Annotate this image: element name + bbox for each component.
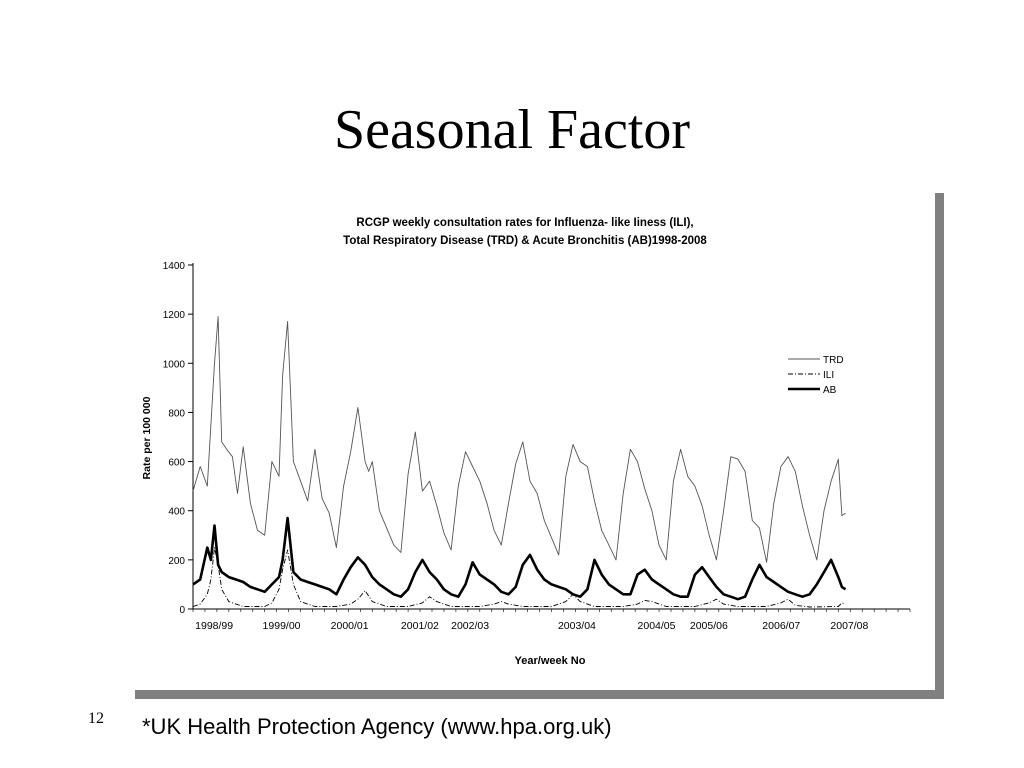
legend-label-ab: AB [823,385,837,396]
y-tick-label: 600 [168,458,185,469]
series-line-ab [192,516,847,601]
y-tick-label: 1400 [163,261,186,272]
series-line-ili [192,547,846,608]
x-tick-label: 2000/01 [331,620,369,632]
y-tick-label: 0 [179,605,185,616]
y-axis-label: Rate per 100 000 [141,396,153,479]
y-tick-label: 1200 [163,310,186,321]
x-tick-label: 2004/05 [638,620,676,632]
source-note: *UK Health Protection Agency (www.hpa.or… [142,714,612,739]
slide-number: 12 [88,710,104,727]
x-tick-label: 2001/02 [401,620,439,632]
chart-frame: RCGP weekly consultation rates for Influ… [135,193,935,690]
x-tick-label: 2003/04 [558,620,596,632]
x-tick-label: 2007/08 [830,620,868,632]
series-line-trd [192,316,846,563]
x-tick-label: 2005/06 [690,620,728,632]
y-tick-label: 200 [168,556,185,567]
chart-title-line2: Total Respiratory Disease (TRD) & Acute … [343,235,707,247]
y-tick-label: 1000 [163,359,186,370]
x-tick-label: 2006/07 [762,620,800,632]
slide-title: Seasonal Factor [333,99,691,161]
chart-svg: RCGP weekly consultation rates for Influ… [141,217,911,667]
x-axis-label: Year/week No [515,655,586,667]
chart-title-line1: RCGP weekly consultation rates for Influ… [356,217,693,229]
x-tick-label: 1998/99 [195,620,233,632]
x-tick-label: 1999/00 [263,620,301,632]
legend-label-ili: ILI [823,370,834,381]
legend-label-trd: TRD [823,355,844,366]
x-tick-label: 2002/03 [451,620,489,632]
y-tick-label: 400 [168,507,185,518]
y-tick-label: 800 [168,408,185,419]
